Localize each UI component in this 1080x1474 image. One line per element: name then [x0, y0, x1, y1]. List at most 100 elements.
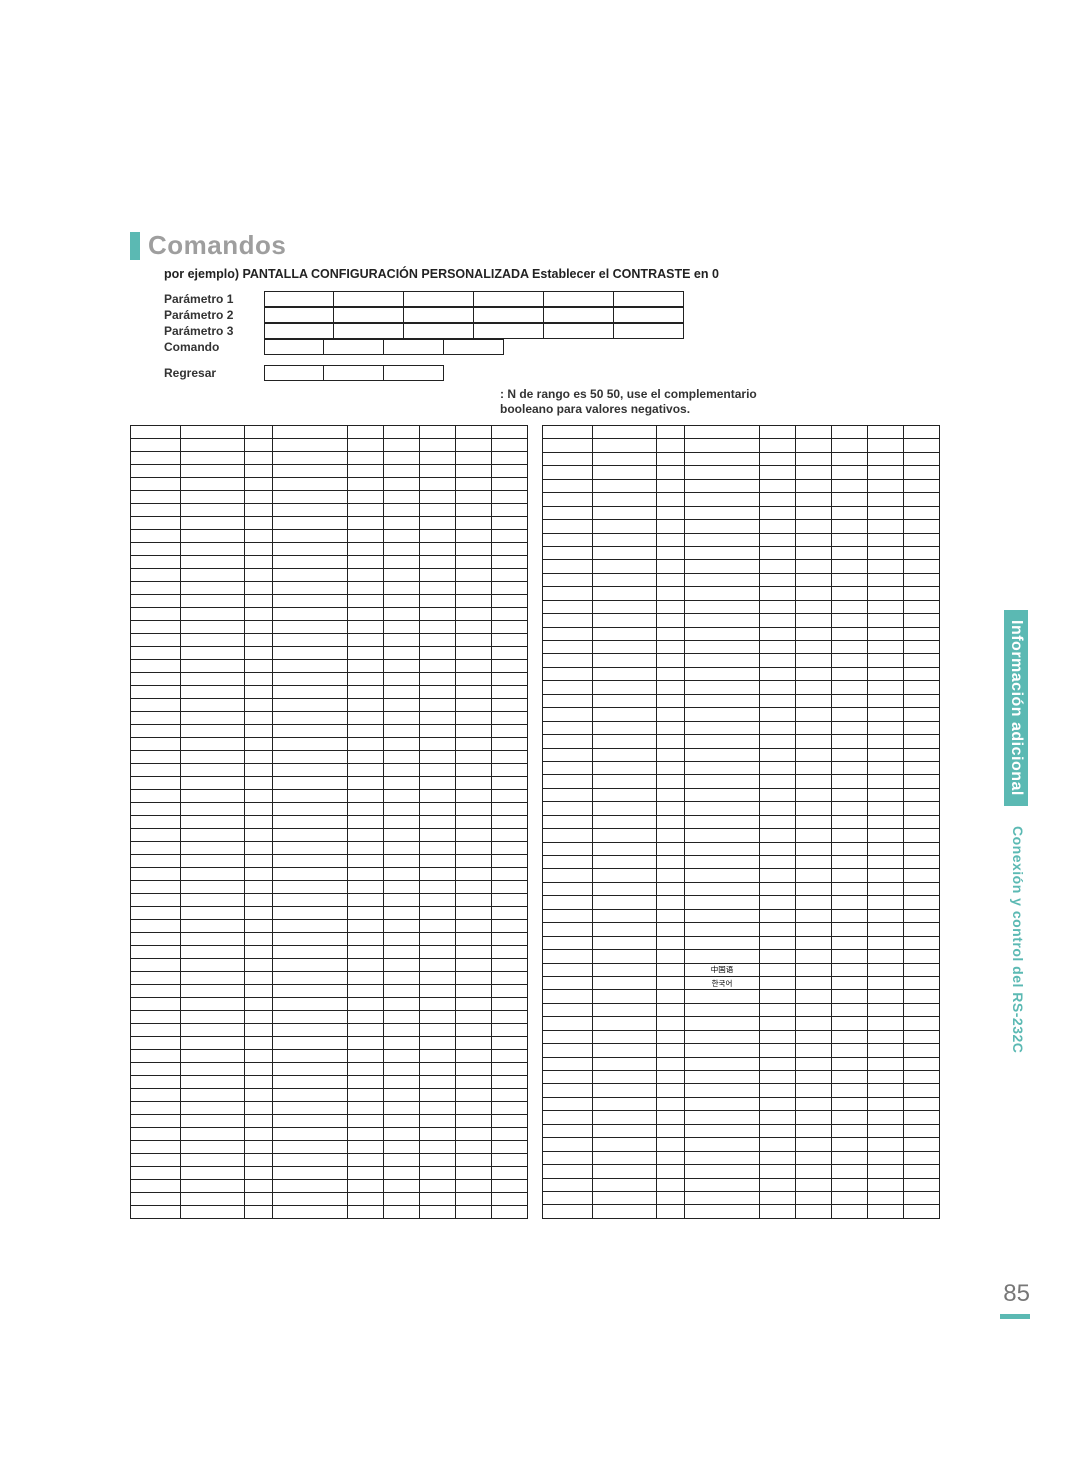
table-cell [543, 1084, 593, 1097]
table-cell [456, 686, 492, 699]
table-cell [543, 1017, 593, 1030]
table-cell [180, 1050, 244, 1063]
table-cell [420, 712, 456, 725]
table-cell [384, 998, 420, 1011]
table-cell [868, 533, 904, 546]
table-cell [244, 1128, 272, 1141]
table-cell [272, 439, 348, 452]
table-cell [656, 748, 684, 761]
table-cell [592, 506, 656, 519]
table-cell [832, 721, 868, 734]
table-cell [760, 1084, 796, 1097]
table-cell [760, 963, 796, 976]
table-cell [348, 556, 384, 569]
table-cell [832, 1151, 868, 1164]
table-cell [543, 694, 593, 707]
table-cell [868, 976, 904, 989]
table-cell [420, 777, 456, 790]
table-cell [456, 1024, 492, 1037]
table-cell [868, 681, 904, 694]
table-cell [796, 936, 832, 949]
table-cell [244, 1102, 272, 1115]
table-cell [760, 1111, 796, 1124]
table-cell [656, 1124, 684, 1137]
table-cell [543, 748, 593, 761]
table-cell [796, 506, 832, 519]
table-cell [868, 560, 904, 573]
table-cell [492, 1167, 528, 1180]
table-cell [348, 1167, 384, 1180]
table-cell [420, 868, 456, 881]
table-cell [492, 556, 528, 569]
table-cell [684, 1111, 760, 1124]
table-header-cell [760, 426, 796, 439]
table-cell [180, 569, 244, 582]
table-cell [348, 1115, 384, 1128]
table-cell [272, 1128, 348, 1141]
table-cell [180, 920, 244, 933]
table-cell [684, 788, 760, 801]
table-cell [796, 479, 832, 492]
table-cell [180, 530, 244, 543]
table-cell [832, 1057, 868, 1070]
table-cell [244, 725, 272, 738]
table-cell [456, 1037, 492, 1050]
table-cell [592, 654, 656, 667]
table-cell [592, 815, 656, 828]
table-cell [832, 493, 868, 506]
table-cell [904, 641, 940, 654]
table-cell [272, 1063, 348, 1076]
table-cell [131, 1206, 181, 1219]
table-cell [543, 896, 593, 909]
table-cell [868, 735, 904, 748]
side-tab-rs232c: Conexión y control del RS-232C [1008, 820, 1028, 1059]
table-cell [384, 660, 420, 673]
table-cell [180, 725, 244, 738]
table-cell [244, 1167, 272, 1180]
table-cell [760, 641, 796, 654]
table-cell [592, 1097, 656, 1110]
table-cell [868, 1165, 904, 1178]
table-cell [868, 1017, 904, 1030]
table-cell [832, 923, 868, 936]
table-header-cell [684, 426, 760, 439]
table-cell [348, 829, 384, 842]
table-cell [492, 465, 528, 478]
table-cell [180, 881, 244, 894]
table-cell [868, 1071, 904, 1084]
table-cell [348, 608, 384, 621]
table-cell [796, 600, 832, 613]
table-cell [760, 681, 796, 694]
table-cell [384, 673, 420, 686]
table-cell [420, 556, 456, 569]
table-cell [760, 761, 796, 774]
table-cell [420, 933, 456, 946]
table-cell [456, 595, 492, 608]
table-cell [684, 896, 760, 909]
table-cell [384, 1011, 420, 1024]
table-cell [684, 479, 760, 492]
table-cell [760, 654, 796, 667]
table-cell [592, 1191, 656, 1204]
table-cell [868, 1191, 904, 1204]
table-cell [131, 959, 181, 972]
table-cell [272, 478, 348, 491]
table-cell [543, 708, 593, 721]
table-cell [348, 842, 384, 855]
table-cell [592, 761, 656, 774]
table-cell [904, 748, 940, 761]
table-cell [420, 686, 456, 699]
table-cell [796, 802, 832, 815]
param-cell [474, 307, 544, 323]
table-cell [904, 587, 940, 600]
table-cell [420, 1115, 456, 1128]
table-cell [868, 775, 904, 788]
table-cell [348, 699, 384, 712]
param-row-3: Parámetro 3 [164, 323, 950, 339]
table-cell [656, 1151, 684, 1164]
param-cell [614, 307, 684, 323]
table-cell [760, 990, 796, 1003]
table-cell [656, 1205, 684, 1219]
table-cell [656, 775, 684, 788]
table-cell [543, 1165, 593, 1178]
